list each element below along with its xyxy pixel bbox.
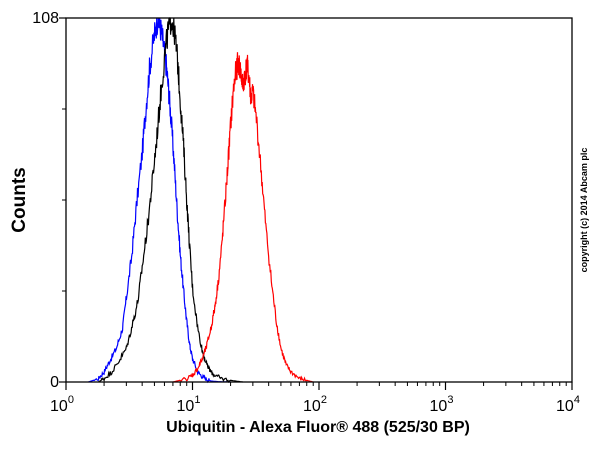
axis-labels: Ubiquitin - Alexa Fluor® 488 (525/30 BP)…	[9, 148, 589, 436]
x-tick-label: 104	[556, 394, 580, 415]
series-line-1	[88, 17, 231, 384]
series-line-2	[98, 17, 243, 383]
plot-area	[88, 17, 314, 384]
y-tick-label: 0	[50, 374, 59, 391]
plot-frame	[65, 17, 573, 383]
y-axis-title: Counts	[9, 167, 30, 232]
series-line-3	[172, 52, 314, 383]
x-axis-title: Ubiquitin - Alexa Fluor® 488 (525/30 BP)	[166, 419, 470, 436]
axes: 100 101 102 103 104 0 108	[32, 10, 580, 415]
x-tick-label: 102	[303, 394, 327, 415]
x-tick-label: 101	[177, 394, 201, 415]
x-tick-label: 100	[50, 394, 74, 415]
copyright-notice: copyright (c) 2014 Abcam plc	[579, 148, 589, 273]
y-tick-label: 108	[32, 10, 59, 27]
x-tick-label: 103	[430, 394, 454, 415]
